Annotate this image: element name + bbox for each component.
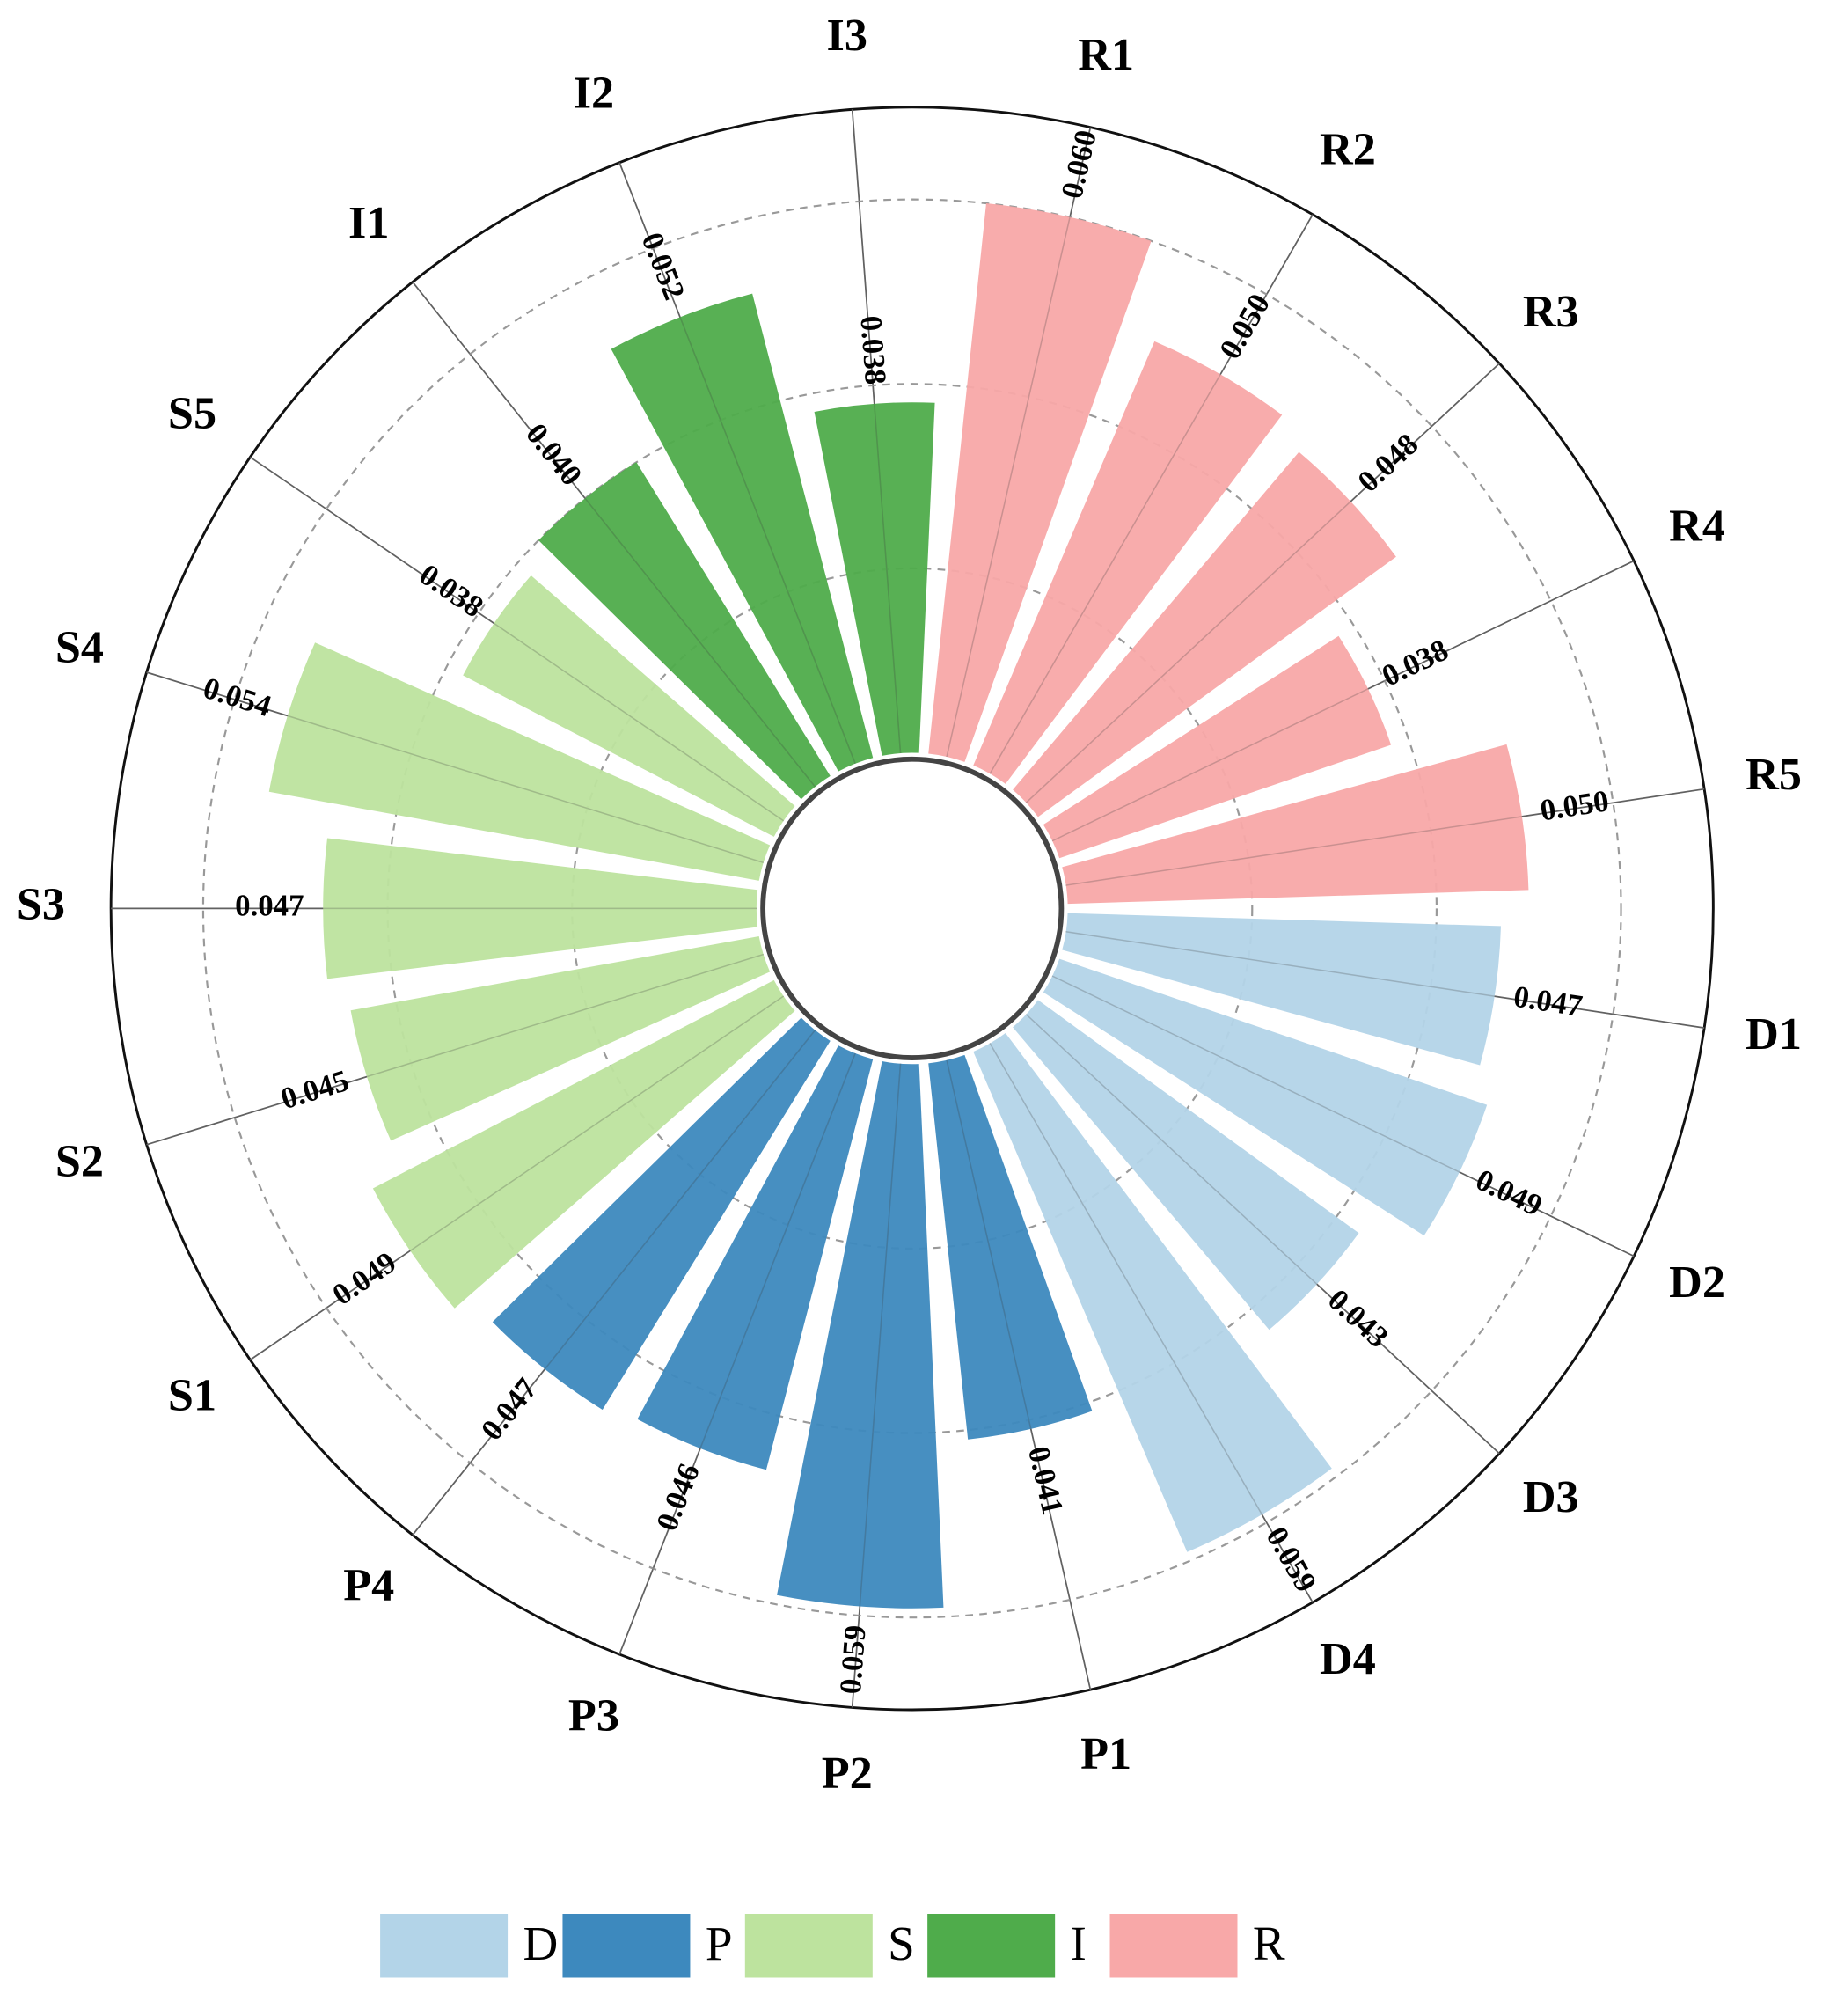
legend-swatch (562, 1914, 691, 1978)
axis-line (1051, 975, 1635, 1257)
axis-line (989, 214, 1314, 774)
bar (463, 575, 795, 837)
grid-line (201, 198, 1622, 1619)
category-label: S5 (168, 388, 216, 439)
axis-line (249, 456, 784, 822)
bar (1013, 451, 1396, 817)
axis-line (618, 1052, 856, 1655)
category-label: R5 (1746, 749, 1802, 800)
axis-line (1065, 788, 1705, 886)
bar (611, 293, 874, 772)
category-label: R2 (1320, 124, 1376, 175)
value-label: 0.060 (1054, 127, 1102, 202)
bar (973, 1032, 1332, 1552)
value-label: 0.048 (1351, 427, 1425, 499)
axis-line (249, 995, 784, 1360)
value-label: 0.041 (1021, 1443, 1070, 1518)
axis-line (412, 282, 816, 788)
legend-label: S (888, 1917, 915, 1970)
axis-line (851, 1063, 902, 1708)
category-label: I1 (348, 197, 389, 248)
category-label: D2 (1669, 1257, 1725, 1308)
value-label: 0.052 (635, 228, 692, 304)
legend-label: R (1253, 1917, 1285, 1970)
category-label: R1 (1078, 29, 1134, 80)
legend-label: D (523, 1917, 558, 1970)
axis-line (146, 671, 764, 863)
inner-circle (760, 756, 1065, 1060)
legend-swatch (744, 1914, 873, 1978)
value-label: 0.038 (853, 314, 893, 385)
legend-swatch (380, 1914, 509, 1978)
legend-label: I (1071, 1917, 1087, 1970)
bar (1043, 635, 1392, 859)
bar (268, 642, 771, 881)
legend-swatch (927, 1914, 1056, 1978)
bar (637, 1045, 874, 1470)
axis-line (146, 953, 764, 1146)
bar (323, 838, 758, 979)
category-label: P2 (822, 1748, 873, 1799)
bar (928, 1054, 1093, 1440)
axis-line (1025, 1014, 1500, 1455)
bar (538, 462, 831, 800)
bar (1062, 744, 1529, 905)
value-label: 0.054 (200, 671, 275, 723)
category-label: S2 (55, 1135, 104, 1186)
category-label: I2 (574, 67, 614, 118)
category-label: D3 (1523, 1471, 1579, 1522)
legend-label: P (706, 1917, 733, 1970)
value-label: 0.045 (277, 1063, 353, 1116)
bar (928, 203, 1152, 762)
axis-line (1051, 560, 1635, 842)
value-label: 0.059 (1259, 1521, 1323, 1597)
category-label: R3 (1523, 286, 1579, 337)
category-label: S1 (168, 1369, 216, 1420)
bar (1043, 958, 1488, 1236)
category-label: S3 (17, 878, 65, 929)
value-label: 0.059 (833, 1624, 873, 1695)
value-label: 0.038 (414, 557, 490, 624)
category-label: P1 (1080, 1728, 1131, 1779)
axis-line (946, 127, 1092, 758)
legend-swatch (1109, 1914, 1238, 1978)
bar (973, 341, 1283, 784)
bar (372, 979, 795, 1309)
value-label: 0.049 (1471, 1162, 1548, 1223)
category-label: I3 (827, 10, 867, 61)
value-label: 0.047 (235, 888, 304, 922)
value-label: 0.046 (649, 1459, 706, 1536)
value-label: 0.047 (1511, 979, 1585, 1023)
bar (492, 1017, 831, 1410)
category-label: D1 (1746, 1008, 1802, 1059)
value-label: 0.049 (326, 1245, 403, 1312)
axis-line (851, 109, 902, 754)
bar (777, 1060, 944, 1609)
bar (350, 935, 771, 1141)
category-label: P3 (568, 1690, 619, 1741)
category-label: D4 (1320, 1633, 1376, 1684)
bar (814, 402, 935, 756)
category-label: R4 (1669, 501, 1725, 552)
bar (1062, 913, 1501, 1066)
axis-line (618, 162, 856, 764)
value-label: 0.050 (1212, 288, 1277, 364)
axis-line (1025, 363, 1500, 803)
category-label: P4 (343, 1560, 394, 1611)
value-label: 0.043 (1321, 1282, 1395, 1354)
bar (1013, 1000, 1359, 1331)
category-label: S4 (55, 621, 104, 672)
axis-line (946, 1059, 1092, 1690)
value-label: 0.038 (1377, 633, 1453, 693)
axis-line (989, 1043, 1314, 1603)
value-label: 0.050 (1538, 783, 1611, 827)
axis-line (412, 1030, 816, 1536)
axis-line (1065, 931, 1705, 1029)
